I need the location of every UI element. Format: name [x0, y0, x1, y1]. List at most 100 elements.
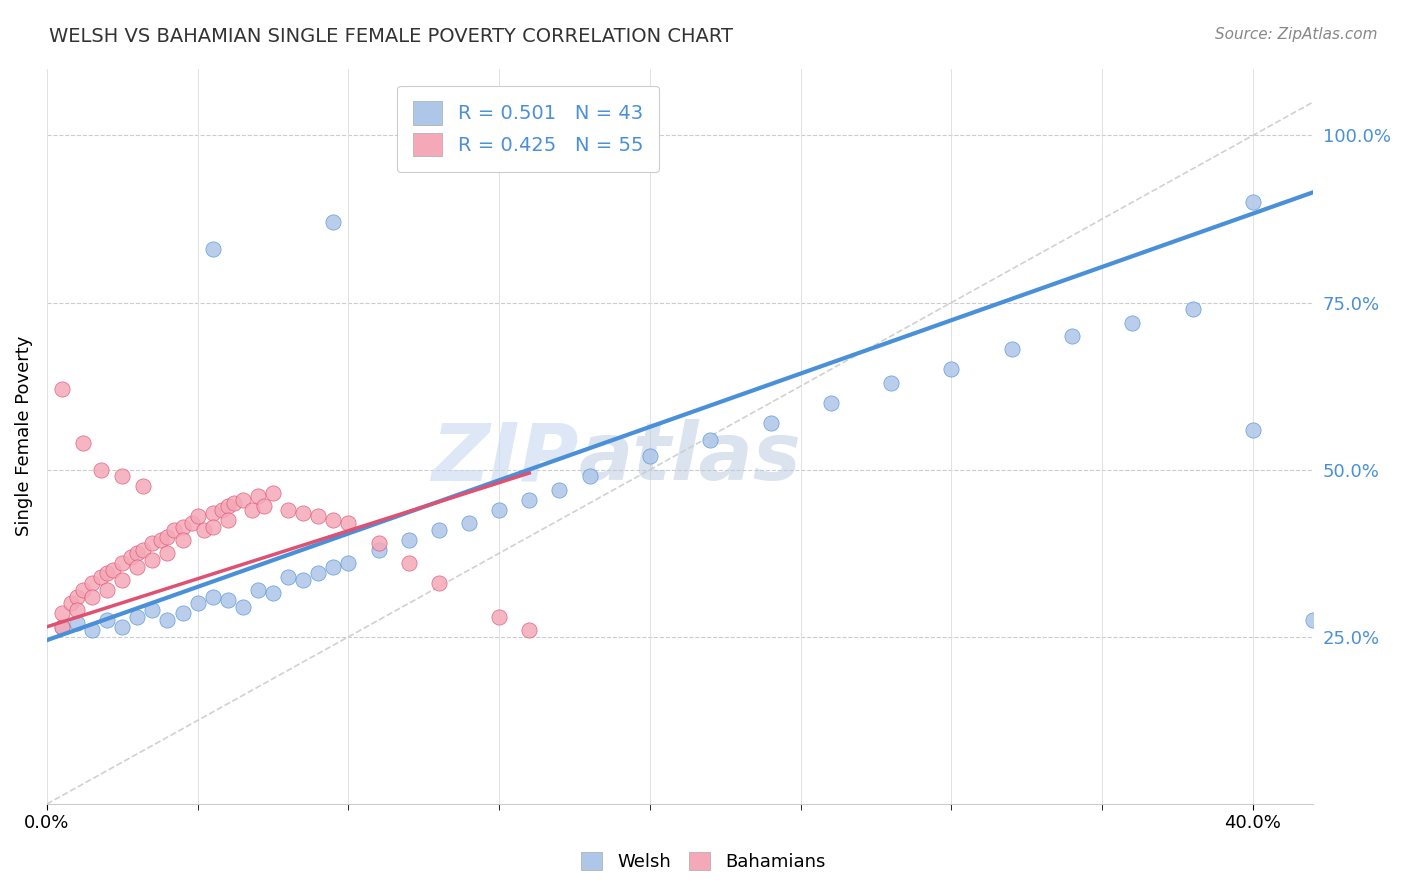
- Point: [337, 556, 360, 570]
- Point: [187, 596, 209, 610]
- Point: [150, 533, 173, 547]
- Point: [638, 450, 661, 464]
- Point: [51, 620, 73, 634]
- Point: [127, 546, 149, 560]
- Point: [103, 563, 125, 577]
- Point: [193, 523, 215, 537]
- Point: [232, 599, 254, 614]
- Point: [51, 383, 73, 397]
- Text: WELSH VS BAHAMIAN SINGLE FEMALE POVERTY CORRELATION CHART: WELSH VS BAHAMIAN SINGLE FEMALE POVERTY …: [49, 27, 733, 45]
- Point: [337, 516, 360, 531]
- Point: [367, 536, 389, 550]
- Point: [222, 496, 245, 510]
- Point: [240, 503, 263, 517]
- Point: [60, 596, 83, 610]
- Legend: R = 0.501   N = 43, R = 0.425   N = 55: R = 0.501 N = 43, R = 0.425 N = 55: [398, 86, 659, 172]
- Point: [322, 513, 344, 527]
- Point: [578, 469, 600, 483]
- Point: [322, 559, 344, 574]
- Point: [246, 582, 269, 597]
- Point: [880, 376, 903, 390]
- Point: [217, 593, 239, 607]
- Point: [172, 533, 194, 547]
- Point: [517, 623, 540, 637]
- Point: [427, 523, 450, 537]
- Text: atlas: atlas: [579, 419, 801, 498]
- Point: [398, 556, 420, 570]
- Point: [1241, 195, 1264, 210]
- Point: [51, 620, 73, 634]
- Point: [156, 546, 179, 560]
- Point: [1121, 316, 1143, 330]
- Text: Source: ZipAtlas.com: Source: ZipAtlas.com: [1215, 27, 1378, 42]
- Point: [66, 603, 89, 617]
- Point: [156, 613, 179, 627]
- Point: [246, 490, 269, 504]
- Point: [458, 516, 481, 531]
- Point: [96, 582, 118, 597]
- Point: [180, 516, 202, 531]
- Point: [96, 613, 118, 627]
- Point: [1181, 302, 1204, 317]
- Point: [292, 573, 315, 587]
- Point: [72, 582, 94, 597]
- Point: [141, 553, 163, 567]
- Point: [398, 533, 420, 547]
- Point: [262, 586, 284, 600]
- Point: [488, 503, 510, 517]
- Point: [111, 469, 134, 483]
- Point: [211, 503, 233, 517]
- Point: [488, 609, 510, 624]
- Point: [66, 590, 89, 604]
- Point: [96, 566, 118, 581]
- Point: [759, 416, 782, 430]
- Point: [141, 536, 163, 550]
- Point: [322, 215, 344, 229]
- Point: [141, 603, 163, 617]
- Point: [132, 479, 155, 493]
- Point: [941, 362, 963, 376]
- Point: [66, 616, 89, 631]
- Point: [307, 509, 329, 524]
- Point: [1302, 613, 1324, 627]
- Point: [307, 566, 329, 581]
- Point: [111, 556, 134, 570]
- Point: [172, 519, 194, 533]
- Point: [1241, 423, 1264, 437]
- Point: [253, 500, 276, 514]
- Point: [82, 623, 104, 637]
- Point: [1060, 329, 1083, 343]
- Point: [367, 542, 389, 557]
- Point: [156, 530, 179, 544]
- Point: [127, 609, 149, 624]
- Point: [90, 463, 112, 477]
- Point: [111, 620, 134, 634]
- Point: [82, 590, 104, 604]
- Point: [232, 492, 254, 507]
- Point: [217, 513, 239, 527]
- Point: [132, 542, 155, 557]
- Point: [277, 569, 299, 583]
- Point: [201, 519, 224, 533]
- Point: [517, 492, 540, 507]
- Point: [90, 569, 112, 583]
- Point: [1001, 343, 1024, 357]
- Point: [172, 607, 194, 621]
- Point: [201, 590, 224, 604]
- Point: [82, 576, 104, 591]
- Point: [427, 576, 450, 591]
- Point: [187, 509, 209, 524]
- Point: [262, 486, 284, 500]
- Point: [162, 523, 184, 537]
- Point: [127, 559, 149, 574]
- Point: [201, 242, 224, 256]
- Legend: Welsh, Bahamians: Welsh, Bahamians: [574, 845, 832, 879]
- Point: [51, 607, 73, 621]
- Point: [548, 483, 571, 497]
- Point: [201, 506, 224, 520]
- Text: ZIP: ZIP: [432, 419, 579, 498]
- Point: [72, 436, 94, 450]
- Point: [217, 500, 239, 514]
- Y-axis label: Single Female Poverty: Single Female Poverty: [15, 336, 32, 536]
- Point: [820, 396, 842, 410]
